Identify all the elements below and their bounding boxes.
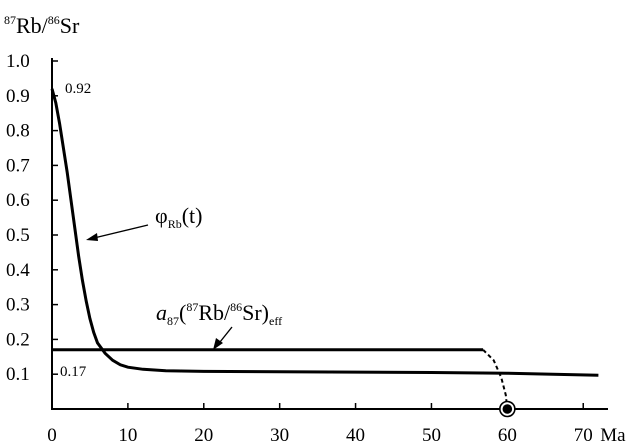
series-phi-rb-curve xyxy=(50,88,599,377)
phi-curve-label: φRb(t) xyxy=(155,203,202,231)
y-tick-label: 0.1 xyxy=(6,364,30,385)
x-tick-label: 10 xyxy=(118,425,137,446)
y-title-sup2: 86 xyxy=(48,13,60,27)
x-tick-label: 40 xyxy=(346,425,365,446)
endpoint-marker xyxy=(499,400,516,418)
y-tick-label: 0.4 xyxy=(6,260,30,281)
phi-base: φ xyxy=(155,203,168,228)
phi-sub: Rb xyxy=(168,217,182,231)
eff-end: Sr) xyxy=(242,300,269,325)
x-tick-label: 0 xyxy=(47,425,57,446)
x-tick-label: 20 xyxy=(194,425,213,446)
y-title-main1: Rb/ xyxy=(16,13,49,38)
plateau-value-label: 0.17 xyxy=(60,364,87,380)
y-tick-label: 1.0 xyxy=(6,51,30,72)
x-unit-label: Ma xyxy=(600,425,626,446)
x-tick-label: 50 xyxy=(422,425,441,446)
y-axis-title: 87Rb/86Sr xyxy=(4,13,80,38)
y-tick-label: 0.2 xyxy=(6,329,30,350)
eff-sup2: 86 xyxy=(230,300,242,314)
eff-a-sub: 87 xyxy=(167,314,179,328)
eff-open: ( xyxy=(179,300,186,325)
phi-arrow-head xyxy=(86,233,98,241)
phi-tail: (t) xyxy=(182,203,203,228)
y-tick-label: 0.3 xyxy=(6,295,30,316)
x-tick-label: 70 xyxy=(574,425,593,446)
eff-line-label: a87(87Rb/86Sr)eff xyxy=(156,300,282,328)
eff-sub: eff xyxy=(269,314,282,328)
phi-arrow-shaft xyxy=(93,224,149,239)
x-tick-label: 30 xyxy=(270,425,289,446)
y-tick-label: 0.9 xyxy=(6,86,30,107)
x-ticks-group: 0 10 20 30 40 50 60 70 Ma xyxy=(47,403,626,446)
x-tick-label: 60 xyxy=(498,425,517,446)
y-ticks-group: 0.1 0.2 0.3 0.4 0.5 0.6 0.7 0.8 0.9 1.0 xyxy=(6,51,58,385)
dashed-connector xyxy=(482,349,509,410)
y-tick-label: 0.7 xyxy=(6,155,30,176)
y-title-sup1: 87 xyxy=(4,13,16,27)
y-tick-label: 0.8 xyxy=(6,121,30,142)
eff-arrow-shaft xyxy=(219,326,233,343)
eff-arrow-head xyxy=(213,338,223,350)
eff-mid: Rb/ xyxy=(198,300,231,325)
start-value-label: 0.92 xyxy=(65,81,91,97)
y-title-main2: Sr xyxy=(60,13,80,38)
eff-a: a xyxy=(156,300,167,325)
y-tick-label: 0.5 xyxy=(6,225,30,246)
eff-sup1: 87 xyxy=(186,300,198,314)
y-tick-label: 0.6 xyxy=(6,190,30,211)
